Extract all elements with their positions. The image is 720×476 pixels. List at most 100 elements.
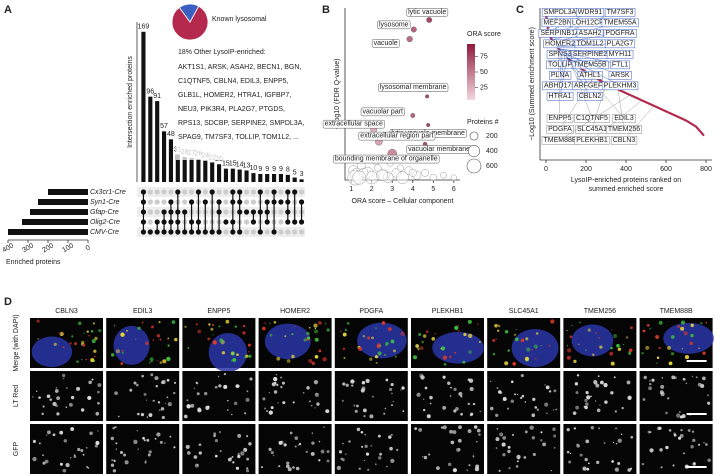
- label-box: [606, 125, 642, 134]
- puncta: [270, 451, 274, 455]
- puncta: [161, 379, 166, 385]
- puncta: [169, 435, 172, 438]
- puncta: [394, 355, 397, 358]
- protein-list: C1QTNF5, CBLN4, EDIL3, ENPP5,: [178, 78, 289, 85]
- matrix-dot-off: [292, 229, 298, 235]
- puncta: [647, 430, 651, 434]
- puncta: [374, 463, 377, 466]
- bar-label: 8: [286, 167, 290, 174]
- matrix-dot: [271, 199, 277, 205]
- puncta: [231, 455, 234, 458]
- puncta: [643, 375, 647, 380]
- puncta: [112, 426, 115, 430]
- puncta: [342, 382, 346, 386]
- puncta: [515, 465, 519, 468]
- matrix-dot-off: [250, 229, 257, 235]
- column-label: TMEM256: [584, 308, 616, 315]
- puncta: [440, 347, 442, 350]
- puncta: [269, 322, 271, 324]
- puncta: [612, 441, 615, 444]
- puncta: [313, 380, 319, 385]
- puncta: [524, 401, 527, 403]
- pie-label: Known lysosomal: [212, 16, 267, 23]
- puncta: [531, 436, 536, 440]
- puncta: [575, 391, 579, 394]
- puncta: [599, 404, 601, 406]
- puncta: [529, 425, 534, 430]
- matrix-dot-off: [188, 189, 195, 195]
- puncta: [213, 432, 217, 436]
- point: [396, 171, 409, 184]
- bar: [278, 174, 283, 182]
- puncta: [367, 468, 370, 471]
- matrix-dot: [140, 189, 147, 195]
- label-box: [333, 154, 440, 164]
- matrix-dot-off: [243, 199, 250, 205]
- puncta: [283, 443, 287, 447]
- set-label: CMV-Cre: [90, 229, 119, 236]
- puncta: [314, 329, 319, 334]
- tick-label: 400: [620, 166, 632, 173]
- puncta: [378, 344, 382, 348]
- matrix-dot: [147, 229, 153, 235]
- puncta: [320, 449, 325, 454]
- puncta: [613, 376, 616, 379]
- puncta: [468, 378, 474, 383]
- puncta: [467, 319, 472, 324]
- bar: [141, 31, 146, 183]
- puncta: [447, 462, 452, 467]
- puncta: [489, 380, 492, 383]
- puncta: [137, 326, 141, 330]
- puncta: [659, 448, 663, 452]
- matrix-dot-off: [223, 189, 229, 195]
- puncta: [326, 459, 330, 463]
- matrix-dot: [237, 189, 243, 195]
- puncta: [49, 398, 53, 401]
- puncta: [158, 321, 161, 324]
- puncta: [504, 330, 509, 334]
- puncta: [489, 406, 494, 411]
- puncta: [400, 389, 402, 391]
- micrograph: [334, 371, 408, 421]
- puncta: [425, 330, 429, 333]
- matrix-dot: [271, 229, 277, 235]
- puncta: [306, 336, 311, 340]
- puncta: [97, 430, 99, 432]
- puncta: [705, 443, 708, 446]
- puncta: [306, 386, 310, 390]
- puncta: [221, 351, 226, 355]
- nucleus: [663, 322, 714, 354]
- puncta: [294, 445, 297, 448]
- gene-label: ENPP5: [549, 115, 572, 122]
- puncta: [68, 402, 73, 407]
- puncta: [348, 440, 351, 443]
- puncta: [378, 456, 382, 460]
- puncta: [56, 396, 60, 401]
- puncta: [566, 450, 570, 454]
- puncta: [642, 329, 646, 333]
- puncta: [268, 447, 272, 451]
- puncta: [617, 461, 621, 465]
- puncta: [566, 345, 568, 347]
- puncta: [707, 458, 711, 463]
- puncta: [85, 465, 89, 469]
- column-label: SLC45A1: [509, 308, 539, 315]
- label-box: [576, 92, 604, 101]
- puncta: [568, 460, 572, 464]
- puncta: [276, 383, 279, 387]
- puncta: [502, 453, 506, 457]
- puncta: [214, 385, 218, 389]
- puncta: [442, 375, 446, 379]
- pie-slice: [171, 5, 209, 41]
- bar: [203, 160, 208, 182]
- puncta: [684, 355, 690, 360]
- label-box: [574, 114, 610, 123]
- puncta: [457, 324, 460, 327]
- puncta: [576, 374, 580, 377]
- puncta: [702, 376, 706, 381]
- legend-title: ORA score: [467, 31, 501, 38]
- puncta: [492, 338, 496, 343]
- matrix-dot: [140, 219, 147, 225]
- puncta: [401, 386, 405, 390]
- puncta: [676, 413, 681, 418]
